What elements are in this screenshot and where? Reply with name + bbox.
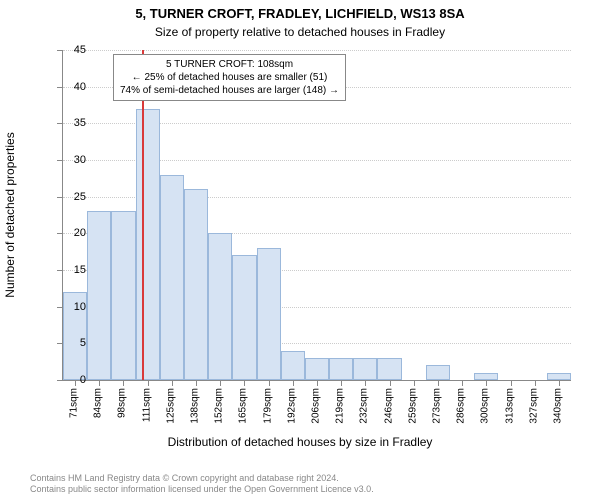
chart-subtitle: Size of property relative to detached ho… [0, 25, 600, 39]
footer-attribution: Contains HM Land Registry data © Crown c… [0, 473, 600, 496]
bar [305, 358, 329, 380]
bar [353, 358, 377, 380]
x-tick [438, 380, 439, 386]
x-tick [317, 380, 318, 386]
x-tick [365, 380, 366, 386]
bar [257, 248, 281, 380]
y-tick-label: 15 [56, 264, 86, 276]
x-tick [148, 380, 149, 386]
x-tick [99, 380, 100, 386]
x-tick-label: 165sqm [238, 388, 249, 424]
x-tick-label: 327sqm [528, 388, 539, 424]
x-tick [462, 380, 463, 386]
x-tick [244, 380, 245, 386]
bar [329, 358, 353, 380]
annotation-line1: 5 TURNER CROFT: 108sqm [120, 58, 339, 71]
bar [377, 358, 401, 380]
x-tick [123, 380, 124, 386]
x-tick [535, 380, 536, 386]
chart-title: 5, TURNER CROFT, FRADLEY, LICHFIELD, WS1… [0, 6, 600, 21]
bar [136, 109, 160, 380]
chart-container: 5, TURNER CROFT, FRADLEY, LICHFIELD, WS1… [0, 0, 600, 500]
x-tick-label: 71sqm [69, 388, 80, 418]
x-tick-label: 219sqm [335, 388, 346, 424]
x-tick [390, 380, 391, 386]
bar [160, 175, 184, 380]
y-tick-label: 5 [56, 337, 86, 349]
x-tick-label: 84sqm [93, 388, 104, 418]
x-tick-label: 232sqm [359, 388, 370, 424]
footer-line2: Contains public sector information licen… [30, 484, 600, 496]
bar [111, 211, 135, 380]
y-tick-label: 45 [56, 44, 86, 56]
x-tick-label: 125sqm [165, 388, 176, 424]
x-tick [559, 380, 560, 386]
y-tick-label: 25 [56, 191, 86, 203]
x-tick-label: 192sqm [286, 388, 297, 424]
plot-area: 5 TURNER CROFT: 108sqm ← 25% of detached… [62, 50, 571, 381]
x-tick-label: 273sqm [431, 388, 442, 424]
x-tick [220, 380, 221, 386]
x-tick-label: 286sqm [456, 388, 467, 424]
x-tick-label: 259sqm [407, 388, 418, 424]
y-axis-label: Number of detached properties [3, 132, 17, 297]
bar [208, 233, 232, 380]
x-tick-label: 300sqm [480, 388, 491, 424]
y-tick-label: 0 [56, 374, 86, 386]
annotation-box: 5 TURNER CROFT: 108sqm ← 25% of detached… [113, 54, 346, 101]
bar [426, 365, 450, 380]
y-tick-label: 30 [56, 154, 86, 166]
bar [474, 373, 498, 380]
bar [232, 255, 256, 380]
x-tick [414, 380, 415, 386]
footer-line1: Contains HM Land Registry data © Crown c… [30, 473, 600, 485]
x-tick [486, 380, 487, 386]
x-tick [293, 380, 294, 386]
y-tick-label: 40 [56, 81, 86, 93]
x-tick [511, 380, 512, 386]
y-tick-label: 10 [56, 301, 86, 313]
x-tick [196, 380, 197, 386]
bar [547, 373, 571, 380]
x-tick-label: 206sqm [311, 388, 322, 424]
annotation-line2: ← 25% of detached houses are smaller (51… [120, 71, 339, 84]
x-tick-label: 340sqm [552, 388, 563, 424]
x-tick [341, 380, 342, 386]
bar [281, 351, 305, 380]
y-tick-label: 20 [56, 227, 86, 239]
y-tick-label: 35 [56, 117, 86, 129]
x-tick-label: 138sqm [190, 388, 201, 424]
x-tick-label: 246sqm [383, 388, 394, 424]
x-axis-label: Distribution of detached houses by size … [0, 435, 600, 449]
bar [87, 211, 111, 380]
x-tick-label: 179sqm [262, 388, 273, 424]
x-tick-label: 152sqm [214, 388, 225, 424]
x-tick-label: 313sqm [504, 388, 515, 424]
x-tick [269, 380, 270, 386]
bar [184, 189, 208, 380]
x-tick-label: 98sqm [117, 388, 128, 418]
x-tick [172, 380, 173, 386]
x-tick-label: 111sqm [141, 388, 152, 422]
annotation-line3: 74% of semi-detached houses are larger (… [120, 84, 339, 97]
